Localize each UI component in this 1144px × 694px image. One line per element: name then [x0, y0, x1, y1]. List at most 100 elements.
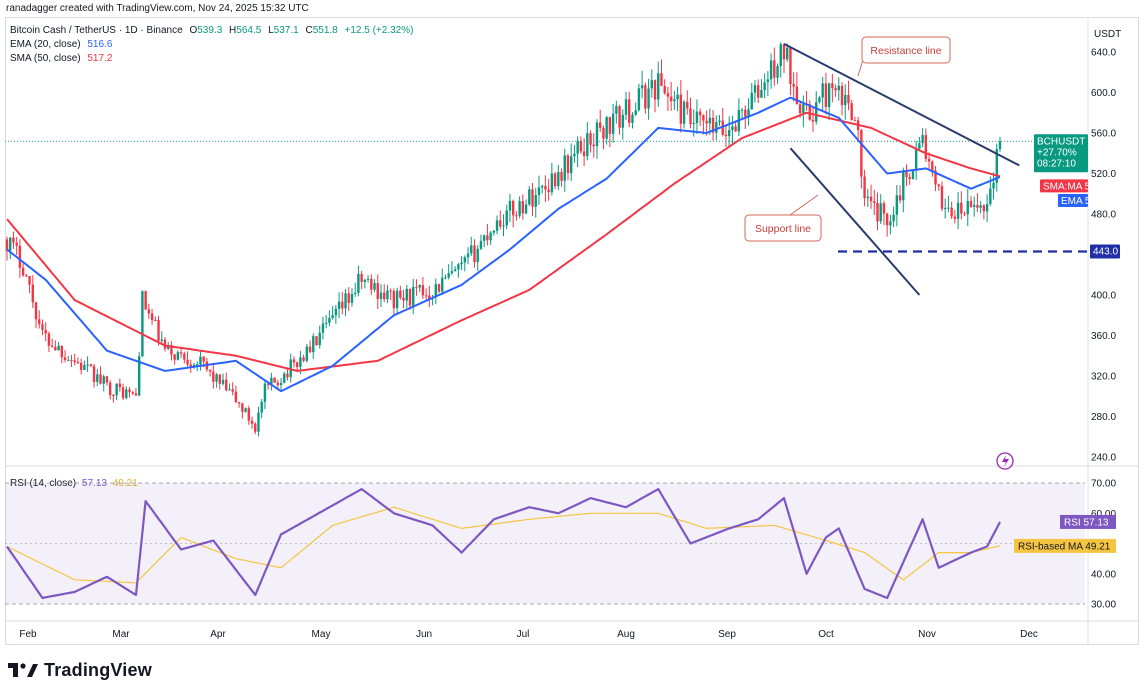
sma-tag-text: SMA:MA 517.2 [1043, 181, 1110, 192]
candle-body [212, 371, 215, 382]
candle-body [473, 245, 476, 263]
support-callout-label: Support line [755, 223, 811, 235]
candle-body [99, 374, 102, 384]
candle-body [824, 83, 828, 107]
candle-body [840, 85, 844, 106]
candle-body [853, 120, 857, 122]
candle-body [44, 329, 47, 334]
candle-body [927, 158, 931, 162]
candle-body [495, 220, 499, 231]
candle-body [937, 184, 940, 187]
candle-body [192, 364, 196, 367]
candle-body [602, 127, 605, 139]
candle-body [898, 195, 902, 201]
candle-body [79, 362, 83, 370]
candle-body [170, 344, 173, 355]
tradingview-logo-text: TradingView [44, 660, 152, 680]
candle-body [837, 85, 840, 91]
candle-body [463, 257, 467, 263]
candle-body [624, 99, 628, 115]
candle-body [869, 196, 873, 202]
candle-body [383, 292, 386, 300]
candle-body [254, 423, 257, 432]
alert-icon-bolt [1002, 455, 1009, 467]
candle-body [914, 148, 918, 171]
time-tick-label: Mar [112, 629, 130, 640]
candle-body [318, 332, 321, 346]
candle-body [834, 88, 837, 91]
time-tick-label: Nov [918, 629, 936, 640]
candle-body [150, 313, 154, 321]
candle-body [521, 201, 525, 214]
candle-body [186, 359, 189, 365]
candle-body [982, 205, 986, 212]
candle-body [634, 110, 637, 115]
candle-body [270, 377, 273, 385]
candle-body [679, 94, 683, 124]
candle-body [344, 293, 347, 309]
candle-body [86, 364, 89, 366]
candle-body [283, 373, 286, 383]
candle-body [412, 286, 415, 306]
candle-body [895, 195, 899, 215]
candle-body [508, 200, 512, 211]
ema-legend[interactable]: EMA (20, close) 516.6 [10, 39, 112, 50]
candle-body [96, 374, 99, 382]
candle-body [537, 187, 541, 196]
candle-body [650, 80, 654, 89]
candle-body [647, 88, 650, 109]
candle-body [605, 117, 608, 139]
candle-body [70, 359, 73, 361]
candle-body [879, 203, 882, 222]
candle-body [286, 373, 289, 378]
rsi-ma-value: 49.21 [112, 478, 138, 489]
candle-body [479, 240, 483, 249]
candle-body [953, 216, 957, 219]
support-callout-pointer [789, 194, 819, 216]
candle-body [776, 65, 779, 78]
candle-body [405, 288, 408, 301]
candle-body [441, 277, 444, 292]
tradingview-logo[interactable]: TradingView [8, 660, 152, 681]
ohlc-low-label: L [268, 25, 274, 36]
candle-body [615, 106, 618, 114]
sma-legend[interactable]: SMA (50, close) 517.2 [10, 53, 112, 64]
last-price-tag-text: BCHUSDT 551.8 [1037, 136, 1113, 147]
candle-body [199, 356, 202, 365]
candle-body [489, 232, 492, 241]
candle-body [989, 188, 992, 205]
candle-body [631, 114, 634, 123]
candle-body [179, 352, 183, 354]
candle-body [450, 271, 454, 274]
candle-body [570, 156, 573, 173]
candle-body [250, 420, 254, 424]
candle-body [357, 273, 360, 293]
candle-body [360, 273, 363, 282]
candle-body [534, 195, 537, 207]
candle-body [734, 126, 737, 132]
candle-body [876, 202, 879, 222]
candle-body [376, 283, 379, 299]
candle-body [950, 207, 953, 217]
candle-body [176, 352, 180, 360]
candle-body [334, 308, 338, 316]
candle-body [908, 177, 911, 179]
symbol-legend[interactable]: Bitcoin Cash / TetherUS · 1D · Binance O… [10, 25, 413, 36]
candle-body [985, 204, 989, 212]
candle-body [531, 189, 534, 207]
candle-body [321, 323, 325, 333]
rsi-legend[interactable]: RSI (14, close) 57.13 49.21 [10, 478, 138, 489]
candle-body [947, 207, 950, 209]
tradingview-logo-icon [8, 662, 38, 677]
candle-body [792, 84, 795, 87]
candle-body [134, 393, 138, 396]
candle-body [386, 290, 389, 300]
sma-tag-bg [1040, 179, 1088, 193]
candle-body [595, 122, 599, 147]
candle-body [692, 123, 695, 125]
sma-value: 517.2 [87, 53, 113, 64]
resistance-callout-label: Resistance line [870, 45, 941, 57]
candle-body [553, 173, 557, 187]
candle-body [811, 119, 815, 122]
